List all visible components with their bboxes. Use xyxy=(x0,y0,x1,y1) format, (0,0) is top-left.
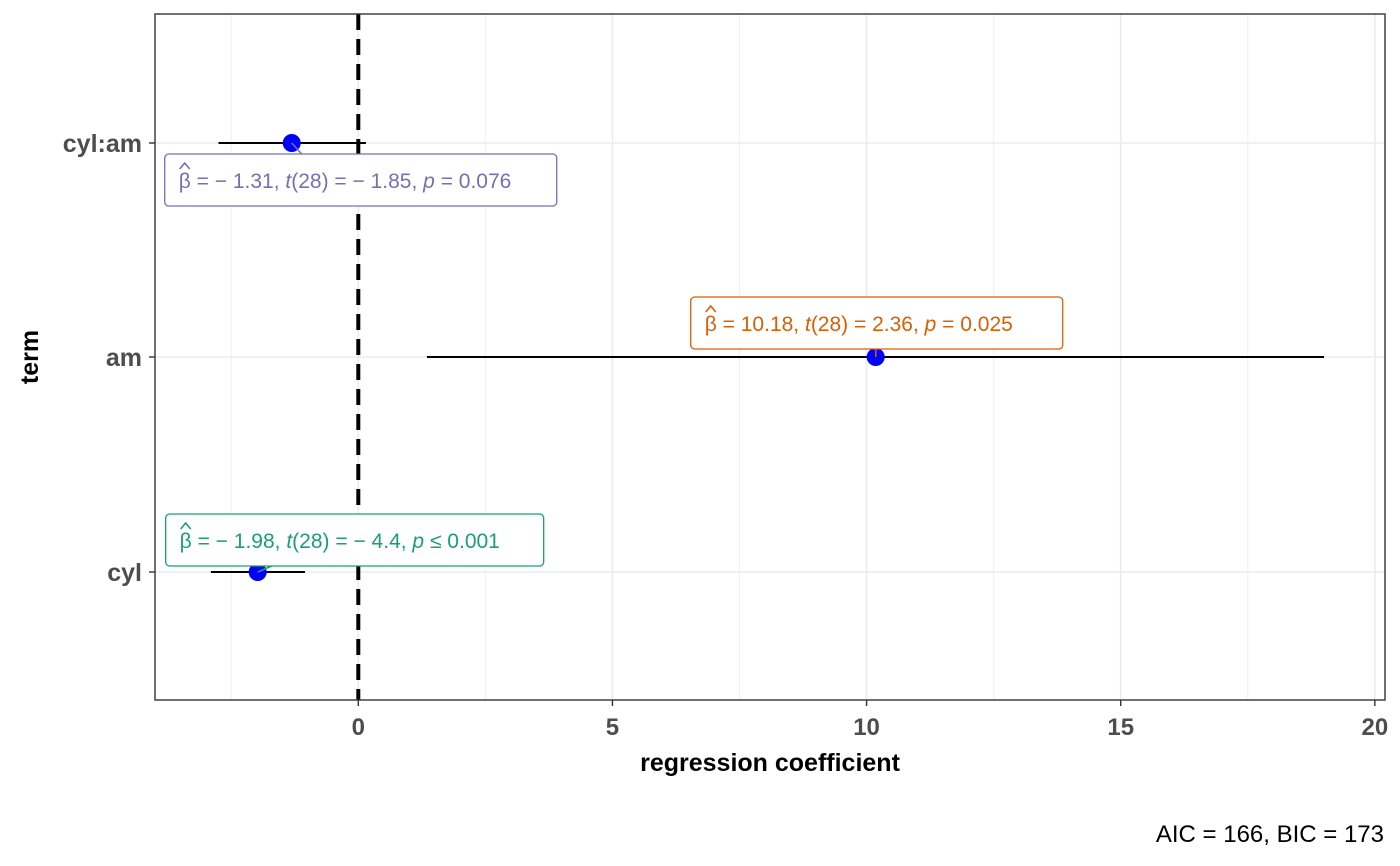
label-text: β = 10.18, t(28) = 2.36, p = 0.025 xyxy=(705,313,1013,336)
y-axis: cyl am cyl:am xyxy=(63,130,155,587)
y-axis-title: term xyxy=(16,330,44,384)
degrees-of-freedom: (28) xyxy=(291,170,334,193)
t-symbol: t xyxy=(805,313,812,336)
y-tick-label-cyl-am: cyl:am xyxy=(63,130,142,158)
x-tick-label: 5 xyxy=(606,714,619,741)
p-symbol: p xyxy=(422,170,435,193)
beta-symbol: β xyxy=(180,530,192,553)
p-value: ≤ 0.001 xyxy=(424,530,500,553)
label-text: β = − 1.31, t(28) = − 1.85, p = 0.076 xyxy=(179,170,512,193)
t-symbol: t xyxy=(286,530,293,553)
model-fit-caption: AIC = 166, BIC = 173 xyxy=(1156,821,1384,848)
beta-hat xyxy=(705,304,717,313)
x-tick-label: 0 xyxy=(352,714,365,741)
degrees-of-freedom: (28) xyxy=(292,530,335,553)
x-axis-title: regression coefficient xyxy=(640,749,900,777)
x-axis: 0 5 10 15 20 xyxy=(352,700,1388,741)
p-value: = 0.076 xyxy=(435,170,511,193)
label-connector xyxy=(257,565,272,573)
label-connector xyxy=(291,142,303,155)
label-box xyxy=(690,296,1064,350)
beta-value: = − 1.31, xyxy=(191,170,286,193)
label-cyl: β = − 1.98, t(28) = − 4.4, p ≤ 0.001 xyxy=(165,513,545,573)
beta-hat xyxy=(179,161,191,170)
beta-symbol: β xyxy=(179,170,191,193)
beta-value: = − 1.98, xyxy=(192,530,287,553)
label-am: β = 10.18, t(28) = 2.36, p = 0.025 xyxy=(690,296,1064,357)
y-tick-label-cyl: cyl xyxy=(107,559,142,587)
p-symbol: p xyxy=(411,530,424,553)
t-symbol: t xyxy=(285,170,292,193)
beta-symbol: β xyxy=(705,313,717,336)
x-tick-label: 15 xyxy=(1107,714,1134,741)
beta-value: = 10.18, xyxy=(717,313,805,336)
degrees-of-freedom: (28) xyxy=(811,313,854,336)
p-symbol: p xyxy=(924,313,937,336)
label-cyl-am: β = − 1.31, t(28) = − 1.85, p = 0.076 xyxy=(164,142,558,207)
y-tick-label-am: am xyxy=(106,344,142,372)
t-value: = − 4.4, xyxy=(335,530,412,553)
label-box xyxy=(165,513,545,567)
x-tick-label: 10 xyxy=(853,714,880,741)
t-value: = − 1.85, xyxy=(334,170,423,193)
label-box xyxy=(164,153,558,207)
p-value: = 0.025 xyxy=(936,313,1012,336)
t-value: = 2.36, xyxy=(854,313,925,336)
x-tick-label: 20 xyxy=(1361,714,1388,741)
beta-hat xyxy=(180,521,192,530)
label-text: β = − 1.98, t(28) = − 4.4, p ≤ 0.001 xyxy=(180,530,500,553)
